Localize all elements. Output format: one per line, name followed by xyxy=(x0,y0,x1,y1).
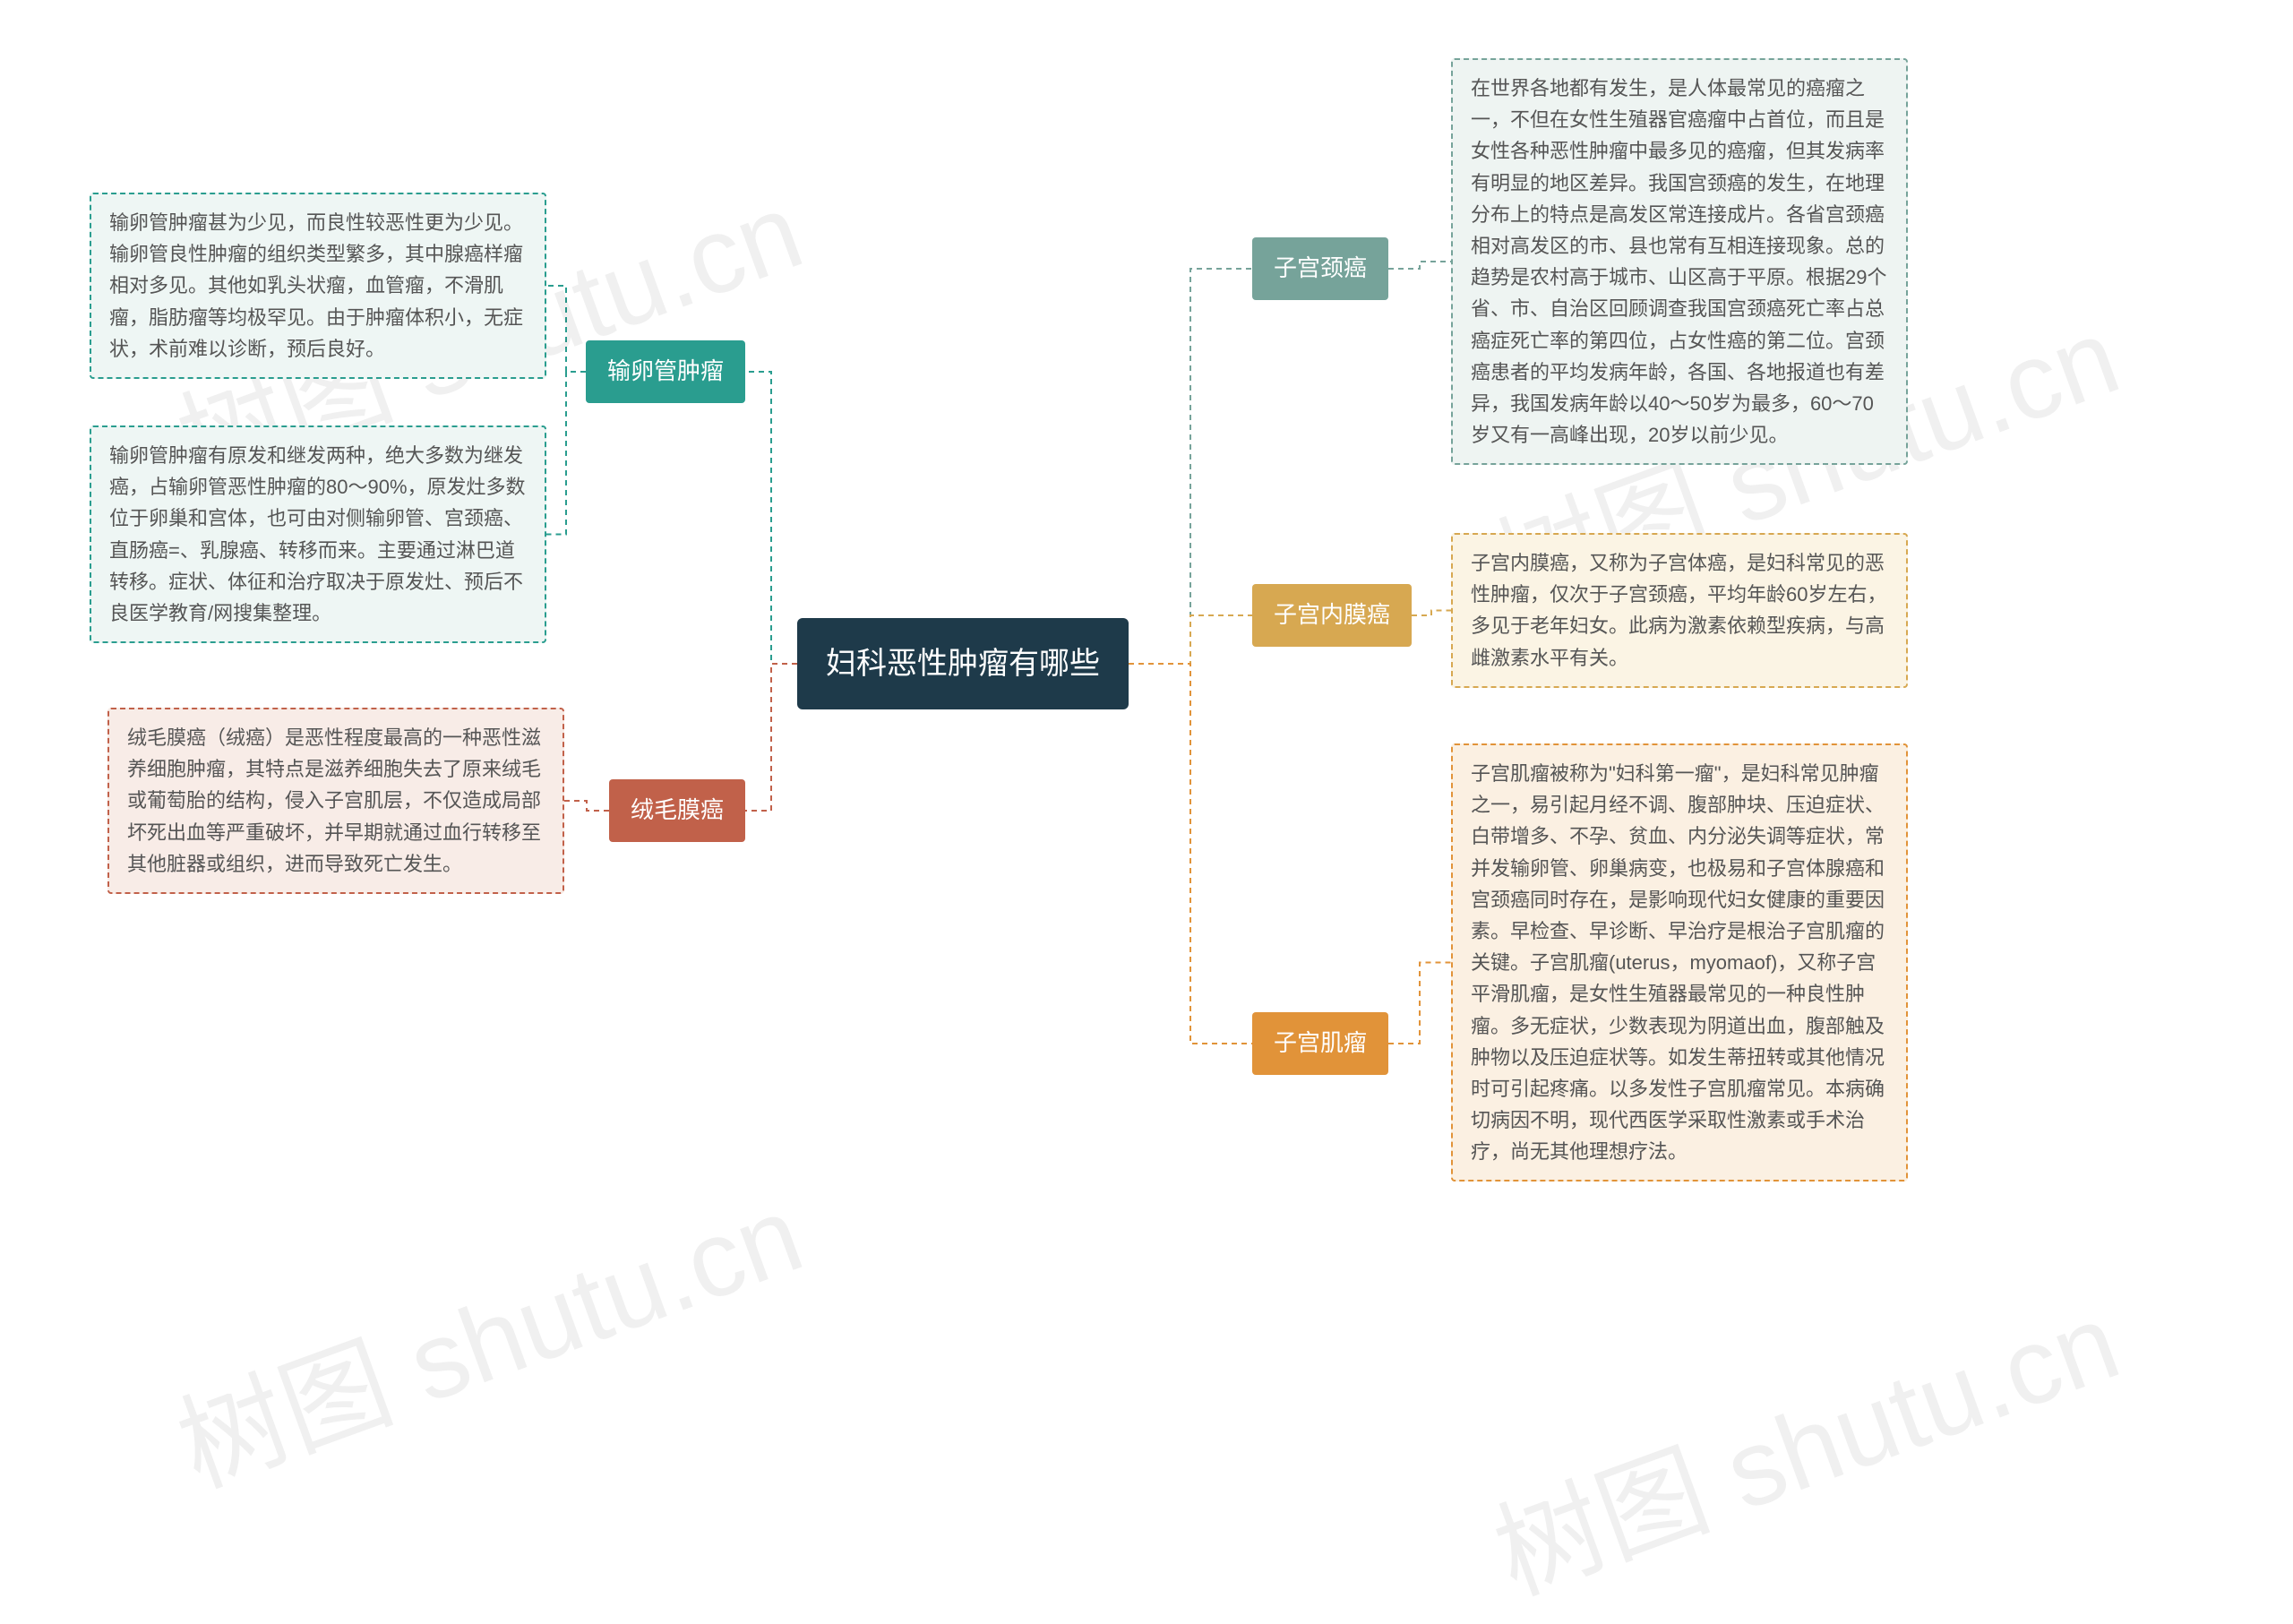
center-node: 妇科恶性肿瘤有哪些 xyxy=(797,618,1129,709)
branch-fallopian-tube: 输卵管肿瘤 xyxy=(586,340,745,403)
leaf-fibroid-desc: 子宫肌瘤被称为"妇科第一瘤"，是妇科常见肿瘤之一，易引起月经不调、腹部肿块、压迫… xyxy=(1451,743,1908,1181)
watermark: 树图 shutu.cn xyxy=(1471,1255,2136,1624)
branch-choriocarcinoma: 绒毛膜癌 xyxy=(609,779,745,842)
leaf-fallopian-benign: 输卵管肿瘤甚为少见，而良性较恶性更为少见。输卵管良性肿瘤的组织类型繁多，其中腺癌… xyxy=(90,193,546,379)
leaf-cervical-desc: 在世界各地都有发生，是人体最常见的癌瘤之一，不但在女性生殖器官癌瘤中占首位，而且… xyxy=(1451,58,1908,465)
branch-uterine-fibroid: 子宫肌瘤 xyxy=(1252,1012,1388,1075)
leaf-choriocarcinoma-desc: 绒毛膜癌（绒癌）是恶性程度最高的一种恶性滋养细胞肿瘤，其特点是滋养细胞失去了原来… xyxy=(107,708,564,894)
branch-cervical-cancer: 子宫颈癌 xyxy=(1252,237,1388,300)
watermark: 树图 shutu.cn xyxy=(154,1147,820,1517)
leaf-endometrial-desc: 子宫内膜癌，又称为子宫体癌，是妇科常见的恶性肿瘤，仅次于子宫颈癌，平均年龄60岁… xyxy=(1451,533,1908,688)
leaf-fallopian-primary-secondary: 输卵管肿瘤有原发和继发两种，绝大多数为继发癌，占输卵管恶性肿瘤的80～90%，原… xyxy=(90,425,546,643)
branch-endometrial-cancer: 子宫内膜癌 xyxy=(1252,584,1412,647)
